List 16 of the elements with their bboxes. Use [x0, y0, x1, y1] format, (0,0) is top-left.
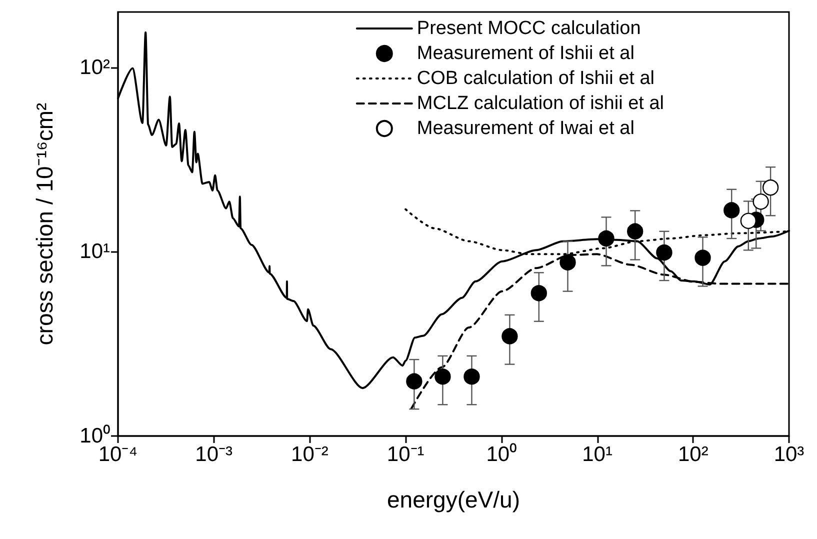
x-tick-label: 10²: [678, 443, 708, 466]
y-tick-label: 10²: [80, 56, 110, 79]
legend-label: Measurement of Ishii et al: [416, 43, 634, 64]
x-tick-label: 10¹: [582, 443, 612, 466]
legend-label: Present MOCC calculation: [416, 18, 641, 39]
y-axis-title: cross section / 10⁻¹⁶cm²: [32, 102, 58, 346]
legend-label: Measurement of Iwai et al: [416, 118, 634, 139]
legend-label: MCLZ calculation of ishii et al: [416, 93, 664, 114]
x-tick-label: 10³: [774, 443, 804, 466]
x-tick-label: 10⁻³: [195, 443, 233, 466]
y-tick-label: 10¹: [80, 240, 110, 264]
legend-label: COB calculation of Ishii et al: [416, 68, 655, 89]
x-tick-label: 10⁰: [486, 443, 517, 466]
x-tick-label: 10⁻²: [291, 443, 328, 466]
x-tick-label: 10⁻¹: [386, 443, 424, 466]
x-axis-title: energy(eV/u): [387, 486, 520, 512]
